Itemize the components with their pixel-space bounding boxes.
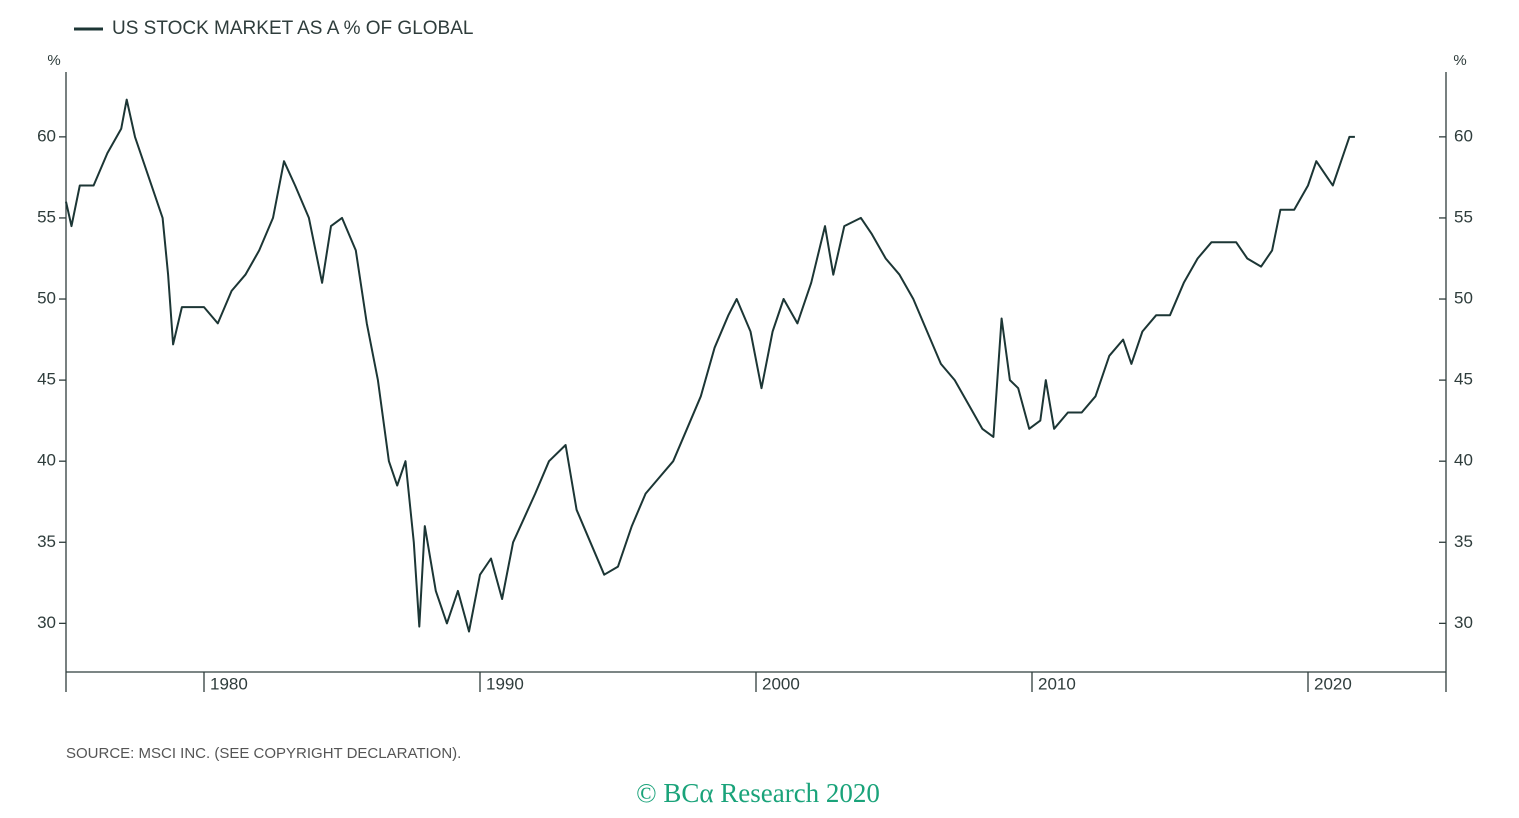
source: SOURCE: MSCI INC. (SEE COPYRIGHT DECLARA… xyxy=(66,745,461,762)
y-tick-label: 50 xyxy=(37,289,56,308)
axes xyxy=(65,72,1447,692)
y2-tick-label: 40 xyxy=(1454,451,1473,470)
y2-tick-label: 55 xyxy=(1454,207,1473,226)
y-tick-label: 55 xyxy=(37,207,56,226)
y2-tick-label: 60 xyxy=(1454,126,1473,145)
legend-label: US STOCK MARKET AS A % OF GLOBAL xyxy=(112,18,473,39)
y2-tick-label: 50 xyxy=(1454,289,1473,308)
data-line xyxy=(65,98,1355,633)
footer: © BCα Research 2020 xyxy=(636,778,880,808)
y2-unit: % xyxy=(1453,52,1466,69)
x-tick-label: 2020 xyxy=(1314,674,1352,693)
x-tick-label: 1990 xyxy=(486,674,524,693)
x-tick-label: 2010 xyxy=(1038,674,1076,693)
y-tick-label: 60 xyxy=(37,126,56,145)
y2-tick-label: 30 xyxy=(1454,613,1473,632)
y-tick-label: 40 xyxy=(37,451,56,470)
y-tick-label: 30 xyxy=(37,613,56,632)
y2-tick-label: 35 xyxy=(1454,532,1473,551)
x-tick-label: 2000 xyxy=(762,674,800,693)
y-unit: % xyxy=(47,52,60,69)
y-tick-label: 45 xyxy=(37,370,56,389)
x-tick-label: 1980 xyxy=(210,674,248,693)
y-tick-label: 35 xyxy=(37,532,56,551)
y2-tick-label: 45 xyxy=(1454,370,1473,389)
